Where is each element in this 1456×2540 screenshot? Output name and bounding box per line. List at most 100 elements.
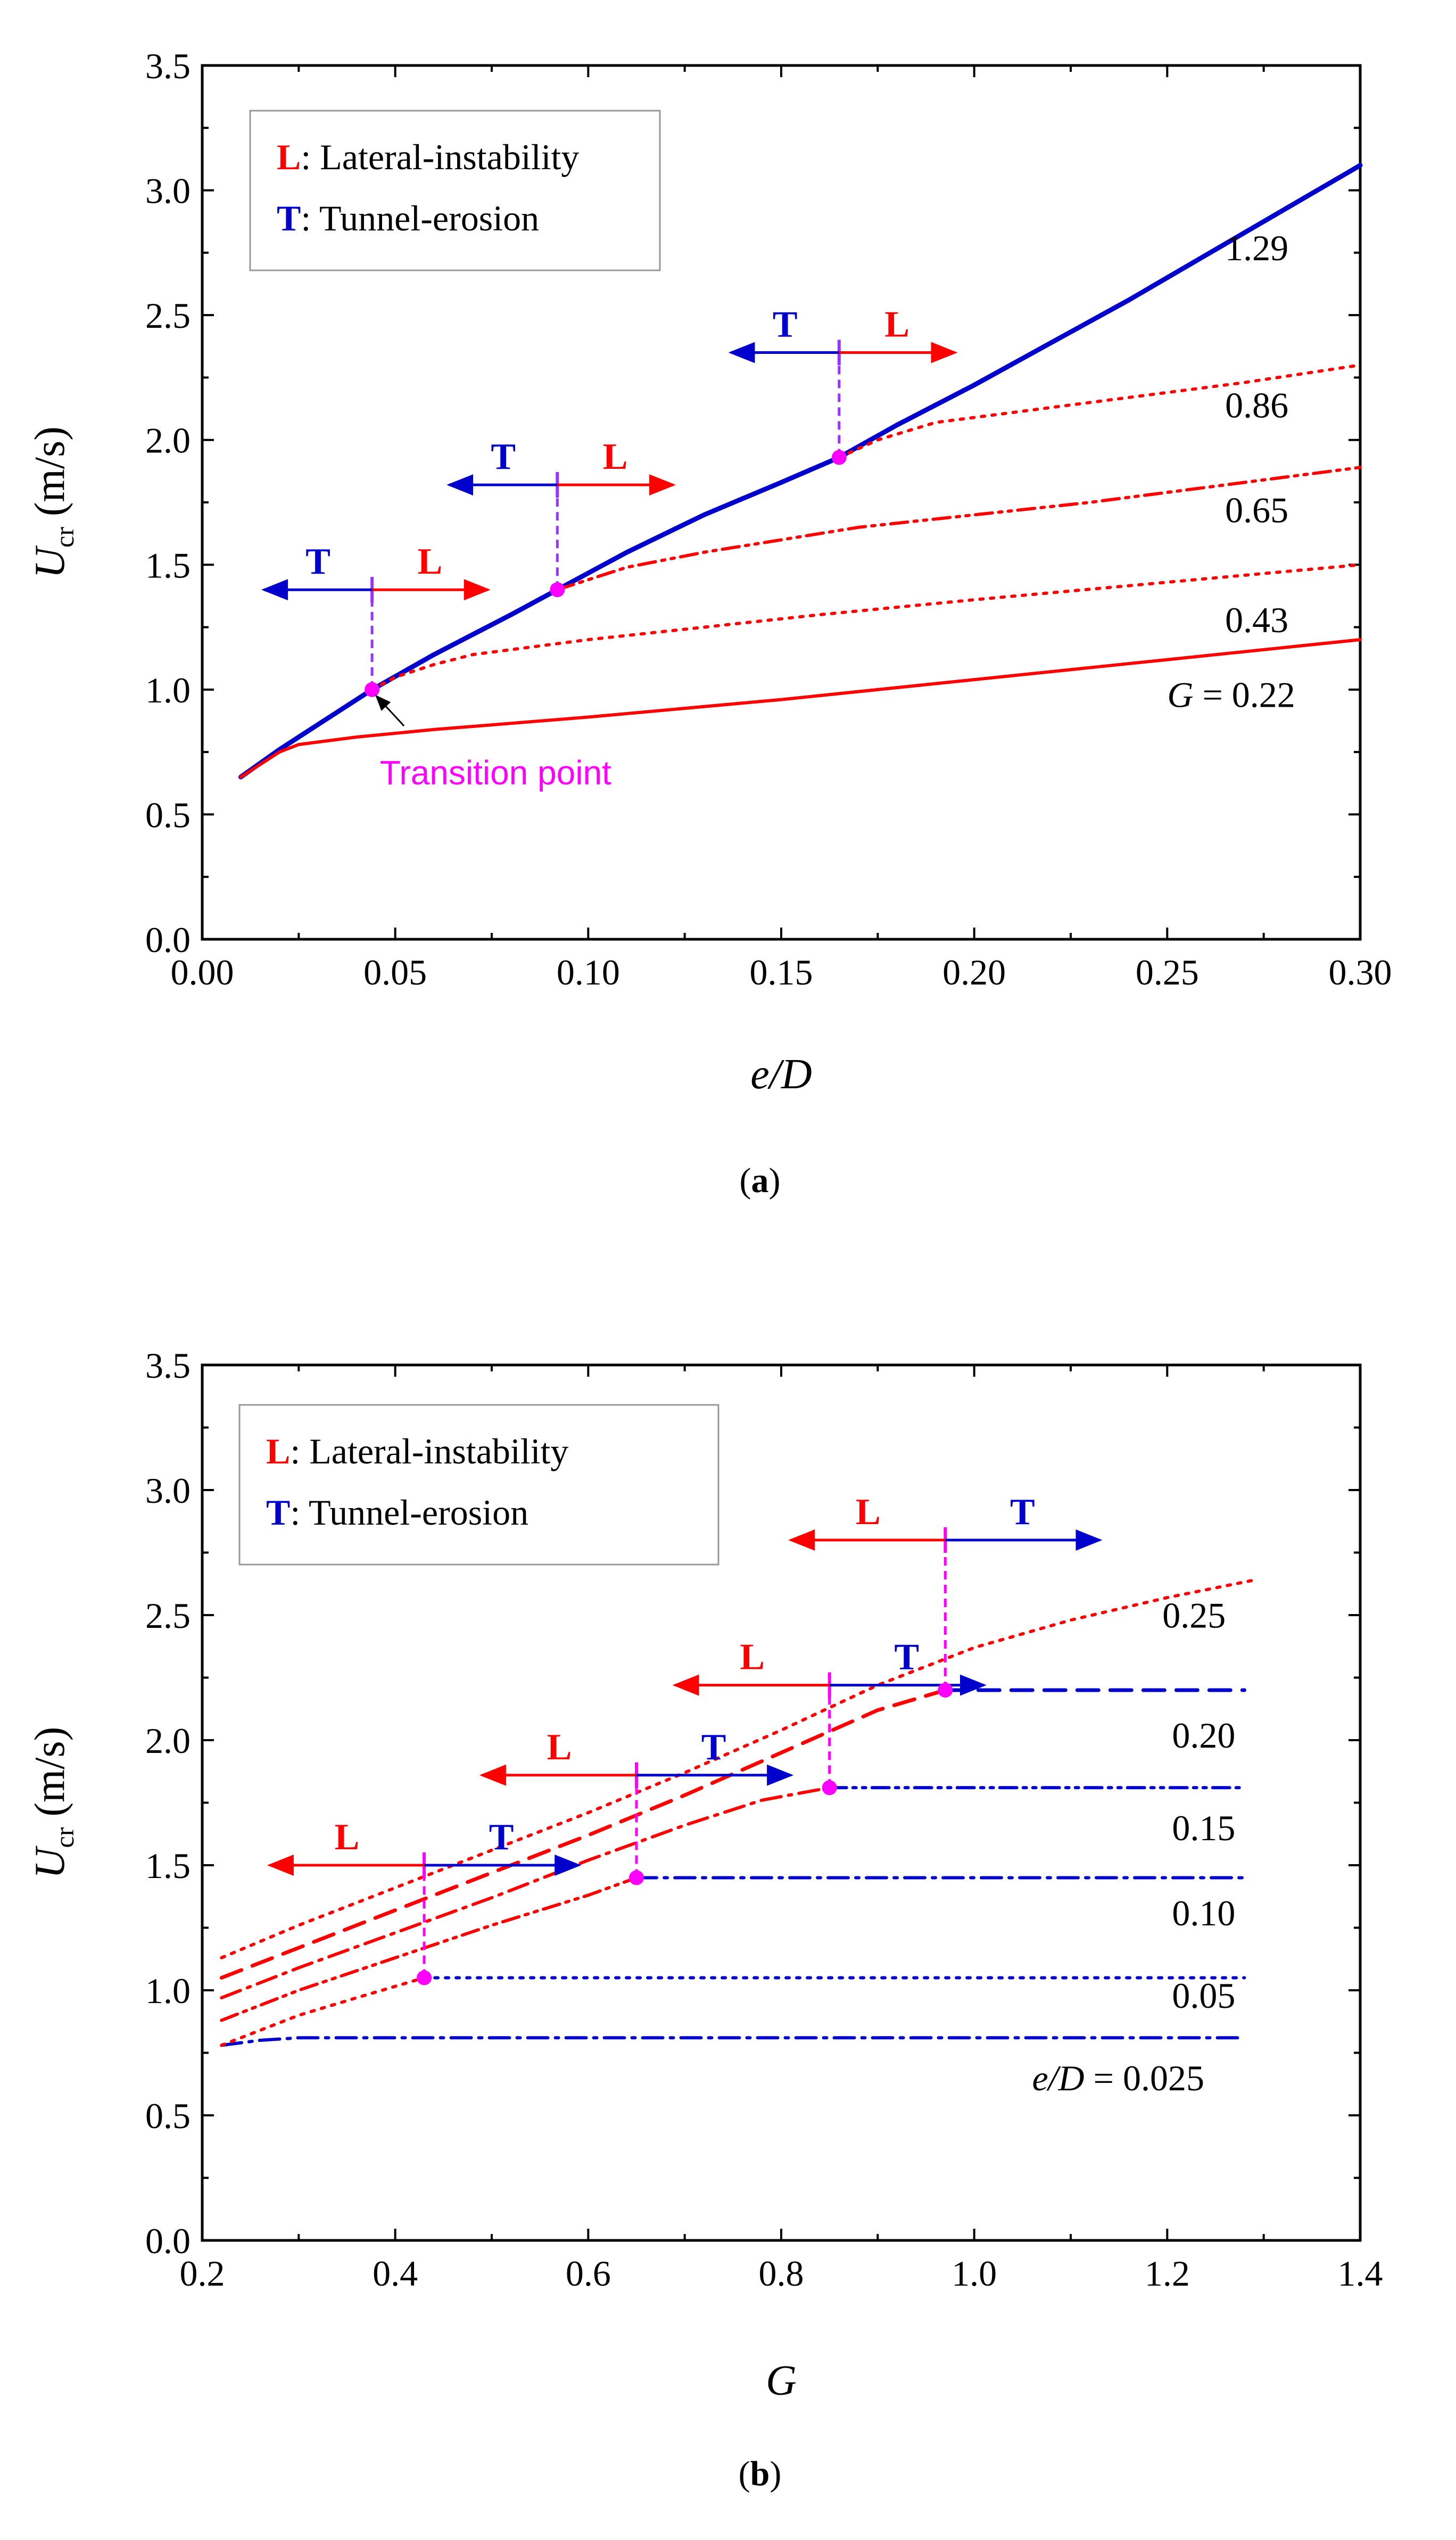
panel-b-transition-point-marker (938, 1683, 953, 1698)
panel-b-legend-text: Lateral-instability (309, 1431, 568, 1471)
panel-b-legend-item: T: Tunnel-erosion (266, 1492, 528, 1533)
panel-b-left-arrow-letter: L (547, 1727, 572, 1768)
panel-b-x-tick-label: 1.0 (952, 2253, 997, 2294)
panel-b-left-arrow-letter: L (335, 1817, 360, 1858)
panel-a-x-axis-label: e/D (750, 1051, 812, 1098)
panel-a-legend-key: T (277, 198, 301, 238)
panel-a-left-arrow-letter: T (491, 436, 516, 477)
panel-a-legend-sep: : (301, 198, 319, 238)
panel-b-series-label: 0.05 (1172, 1975, 1235, 2016)
panel-a-right-arrow-letter: L (884, 304, 909, 345)
panel-a-caption-close: ) (769, 1161, 781, 1200)
panel-b-series-label-var: e/D (1032, 2058, 1084, 2098)
panel-a-legend-key: L (277, 137, 301, 177)
panel-a-legend-item: L: Lateral-instability (277, 137, 579, 177)
panel-b-series-label-value: = 0.025 (1085, 2058, 1204, 2098)
panel-a-x-tick-label: 0.10 (557, 952, 620, 992)
panel-a-x-tick-label: 0.30 (1329, 952, 1392, 992)
panel-a-y-tick-label: 3.5 (145, 46, 191, 86)
panel-b-x-axis-label: G (766, 2357, 797, 2404)
panel-b-y-axis-label-main: U (27, 1845, 73, 1879)
panel-a-series-label: G = 0.22 (1167, 675, 1295, 715)
panel-b-series-label: 0.10 (1172, 1893, 1235, 1933)
panel-b-y-tick-label: 2.5 (145, 1595, 191, 1636)
panel-a-legend-box (249, 110, 661, 271)
panel-a-transition-point-marker (831, 450, 847, 465)
panel-b-legend-key: L (266, 1431, 290, 1471)
panel-b-series-label: e/D = 0.025 (1032, 2058, 1204, 2098)
panel-b-series-line (220, 1578, 1256, 1959)
panel-a-left-arrow-letter: T (773, 304, 798, 345)
panel-b-series-line (219, 1688, 947, 1980)
panel-b-y-axis-label-unit: (m/s) (27, 1727, 73, 1827)
panel-a-series-label: 0.43 (1225, 600, 1288, 640)
panel-a-annotation-arrow (375, 694, 405, 727)
panel-b-x-tick-label: 0.6 (566, 2253, 611, 2294)
panel-a-series-label: 0.86 (1225, 385, 1288, 425)
panel-a-y-tick-label: 3.0 (145, 171, 191, 211)
panel-b-y-tick-label: 3.0 (145, 1470, 191, 1511)
panel-b-legend-sep: : (290, 1431, 309, 1471)
panel-a-series-line (837, 363, 1362, 459)
panel-a-x-tick-label: 0.00 (171, 952, 234, 992)
panel-b-caption-open: ( (739, 2454, 750, 2493)
panel-b-series-label: 0.25 (1162, 1595, 1226, 1636)
panel-a-caption: (a) (740, 1161, 781, 1200)
panel-a-x-tick-label: 0.25 (1136, 952, 1199, 992)
panel-b-series-label: 0.20 (1172, 1715, 1235, 1756)
panel-b-caption: (b) (739, 2454, 782, 2493)
panel-a-right-arrow-letter: L (418, 541, 443, 582)
panel-a-series-label-value: = 0.22 (1193, 675, 1295, 715)
panel-b-x-tick-label: 1.4 (1338, 2253, 1383, 2294)
panel-a-caption-letter: a (751, 1161, 769, 1200)
panel-a-series-line (238, 163, 1363, 780)
panel-a-y-axis-label-main: U (27, 545, 73, 578)
panel-b-left-arrow-letter: L (740, 1637, 765, 1678)
panel-b-caption-letter: b (750, 2454, 770, 2493)
panel-a-series-label: 0.65 (1225, 490, 1288, 531)
panel-a-x-tick-label: 0.05 (363, 952, 427, 992)
panel-b-transition-point-marker (822, 1780, 837, 1796)
panel-b-x-tick-label: 0.4 (373, 2253, 418, 2294)
panel-b-series-line (220, 1876, 638, 2022)
panel-b-caption-close: ) (770, 2454, 781, 2493)
panel-a-y-tick-label: 0.0 (145, 920, 191, 960)
panel-b-x-tick-label: 1.2 (1145, 2253, 1190, 2294)
panel-b-series-line (220, 1976, 426, 2047)
panel-b-y-axis-label: Ucr (m/s) (27, 1727, 79, 1879)
panel-a-y-axis-label-unit: (m/s) (27, 426, 73, 527)
panel-b-y-tick-label: 2.0 (145, 1720, 191, 1761)
panel-a-x-tick-label: 0.20 (942, 952, 1006, 992)
panel-a-y-axis-label: Ucr (m/s) (27, 426, 79, 578)
panel-b: 0.2 0.4 0.6 0.8 1.0 1.2 1.4 0.0 0.5 1.0 1.5 2.0 2.5 3… (27, 1345, 1383, 2493)
panel-a-transition-point-marker (365, 682, 380, 697)
panel-a-y-tick-label: 2.0 (145, 420, 191, 461)
panel-b-legend-sep: : (290, 1492, 309, 1533)
panel-a-series-line (370, 563, 1362, 691)
panel-b-right-arrow-letter: T (894, 1637, 919, 1678)
panel-b-x-tick-label: 0.2 (180, 2253, 225, 2294)
panel-b-series-line (220, 2036, 1246, 2047)
panel-b-legend-text: Tunnel-erosion (309, 1492, 528, 1533)
panel-a-right-arrow-letter: L (603, 436, 628, 477)
panel-b-left-arrow-letter: L (856, 1492, 881, 1533)
panel-b-transition-point-marker (629, 1870, 644, 1885)
panel-b-y-tick-label: 0.0 (145, 2221, 191, 2261)
panel-a-x-tick-label: 0.15 (750, 952, 813, 992)
panel-b-legend-box (238, 1404, 719, 1566)
panel-b-y-tick-label: 1.5 (145, 1846, 191, 1886)
panel-b-transition-point-marker (417, 1970, 432, 1985)
panel-a-caption-open: ( (740, 1161, 751, 1200)
panel-b-legend-item: L: Lateral-instability (266, 1431, 568, 1471)
panel-a-legend-item: T: Tunnel-erosion (277, 198, 539, 238)
panel-a-series-label: 1.29 (1225, 228, 1288, 268)
panel-a-annotation-text: Transition point (380, 754, 611, 792)
panel-b-right-arrow-letter: T (701, 1727, 726, 1768)
panel-b-series-line (220, 1786, 831, 2000)
panel-b-legend-key: T (266, 1492, 290, 1533)
panel-b-y-tick-label: 3.5 (145, 1345, 191, 1386)
panel-b-y-axis-label-sub: cr (49, 1827, 79, 1848)
panel-a-y-tick-label: 1.0 (145, 670, 191, 710)
panel-a-legend-sep: : (301, 137, 320, 177)
